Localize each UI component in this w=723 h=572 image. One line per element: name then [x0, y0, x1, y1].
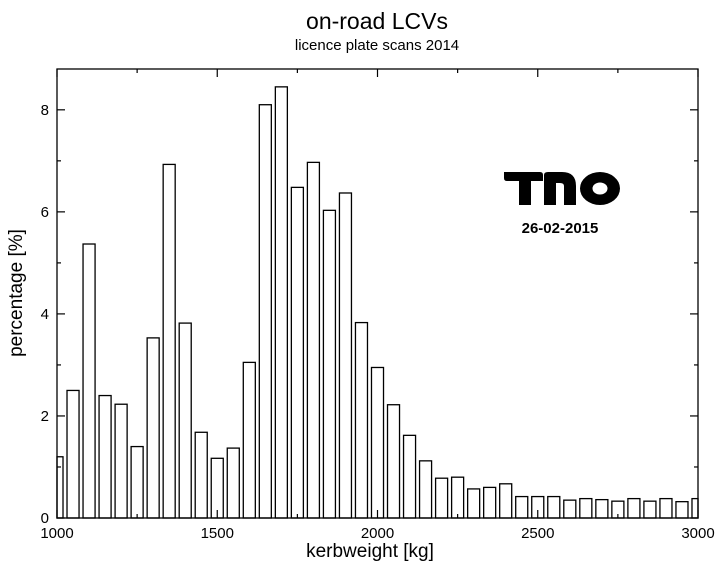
bar — [483, 486, 497, 519]
bar — [691, 497, 699, 519]
bar — [226, 447, 240, 519]
bar — [210, 457, 224, 519]
bar — [114, 403, 128, 519]
x-axis-label: kerbweight [kg] — [306, 541, 434, 562]
bar — [450, 476, 465, 519]
bar — [386, 404, 401, 519]
y-tick-label: 2 — [41, 408, 49, 425]
bar — [627, 497, 641, 519]
x-tick-label: 2500 — [521, 525, 554, 542]
bar — [98, 394, 112, 519]
bar — [242, 361, 256, 519]
y-tick-label: 8 — [41, 102, 49, 119]
y-tick-label: 6 — [41, 204, 49, 221]
bar — [306, 161, 321, 519]
ticks-group — [56, 69, 699, 519]
x-tick-label: 3000 — [681, 525, 714, 542]
bar — [499, 483, 513, 519]
bar — [338, 192, 353, 519]
bar — [659, 497, 673, 519]
bar — [547, 495, 561, 519]
x-tick-label: 2000 — [361, 525, 394, 542]
bars-group — [56, 86, 699, 519]
bar — [466, 488, 481, 519]
logo-date: 26-02-2015 — [522, 220, 599, 237]
bar — [274, 86, 289, 519]
bar — [402, 434, 417, 519]
bar — [82, 243, 96, 519]
bar — [579, 497, 593, 519]
y-tick-label: 4 — [41, 306, 49, 323]
bar — [434, 477, 449, 519]
bar — [194, 431, 208, 519]
tno-logo — [504, 172, 620, 205]
bar — [418, 460, 433, 519]
x-tick-label: 1500 — [201, 525, 234, 542]
bar — [563, 499, 577, 519]
bar — [322, 209, 337, 519]
bar — [675, 501, 689, 519]
tick-labels-group: 1000 1500 2000 2500 3000 0 2 4 6 8 — [40, 102, 714, 542]
bar — [290, 186, 305, 519]
bar — [354, 321, 369, 519]
bar — [178, 322, 192, 519]
y-tick-label: 0 — [41, 510, 49, 527]
y-axis-label: percentage [%] — [6, 229, 27, 357]
chart-title: on-road LCVs — [306, 8, 448, 34]
bar — [162, 163, 176, 519]
bar — [258, 104, 272, 519]
bar — [130, 445, 144, 519]
bar — [515, 495, 529, 519]
x-tick-label: 1000 — [40, 525, 73, 542]
bar — [643, 500, 657, 519]
bar — [595, 498, 609, 519]
bar — [370, 366, 385, 519]
bar — [66, 389, 80, 519]
chart-subtitle: licence plate scans 2014 — [295, 37, 459, 54]
bar — [146, 337, 160, 519]
bar — [56, 456, 64, 519]
